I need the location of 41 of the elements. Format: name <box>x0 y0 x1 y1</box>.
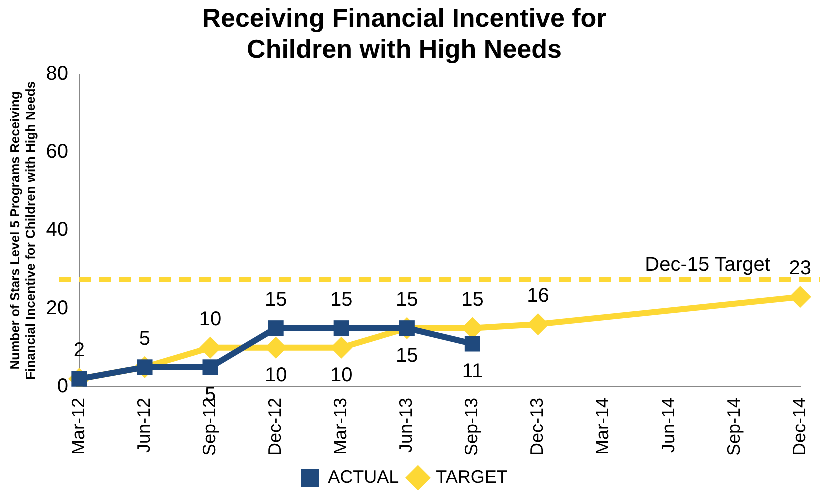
x-tick-label: Jun-13 <box>396 398 416 454</box>
data-label: 15 <box>396 288 418 311</box>
data-label: 15 <box>396 344 418 367</box>
data-label: 23 <box>789 258 812 280</box>
x-tick-label: Mar-13 <box>330 398 351 455</box>
point <box>789 286 812 308</box>
x-tick-label: Dec-13 <box>527 398 548 456</box>
text: Children with High Needs <box>247 34 562 64</box>
point <box>268 320 284 336</box>
data-label: 2 <box>74 340 86 362</box>
point <box>464 336 480 352</box>
x-tick-label: Mar-14 <box>592 398 613 455</box>
x-tick-label: Jun-14 <box>658 398 678 454</box>
data-label: 10 <box>330 364 353 386</box>
y-tick-label: 60 <box>46 141 68 164</box>
x-tick-label: Sep-14 <box>724 398 744 456</box>
y-tick-label: 80 <box>46 62 68 85</box>
data-label: 16 <box>527 284 550 307</box>
data-label: 5 <box>139 328 151 350</box>
x-tick-label: Sep-13 <box>462 398 482 456</box>
text: Receiving Financial Incentive for <box>202 2 607 33</box>
text: Number of Stars Level 5 Programs Receiving <box>7 92 22 370</box>
x-tick-label: Dec-14 <box>789 398 810 456</box>
text: Financial Incentive for Children with High Needs <box>22 82 38 380</box>
point <box>202 360 218 376</box>
data-label: 10 <box>264 364 288 386</box>
y-tick-label: 40 <box>46 219 68 242</box>
y-tick-label: 0 <box>57 375 68 398</box>
data-label: 15 <box>264 288 288 311</box>
legend-label: ACTUAL <box>328 466 400 487</box>
legend-label: TARGET <box>436 466 508 487</box>
x-tick-label: Dec-12 <box>265 398 286 456</box>
data-label: 11 <box>462 360 484 382</box>
ref-line-label: Dec-15 Target <box>645 254 771 276</box>
point <box>334 320 350 336</box>
data-label: 15 <box>330 288 353 311</box>
x-tick-label: Mar-12 <box>68 398 88 455</box>
data-label: 10 <box>199 308 222 330</box>
y-tick-label: 20 <box>46 297 68 320</box>
x-tick-label: Jun-12 <box>134 398 154 454</box>
data-label: 15 <box>462 288 484 311</box>
